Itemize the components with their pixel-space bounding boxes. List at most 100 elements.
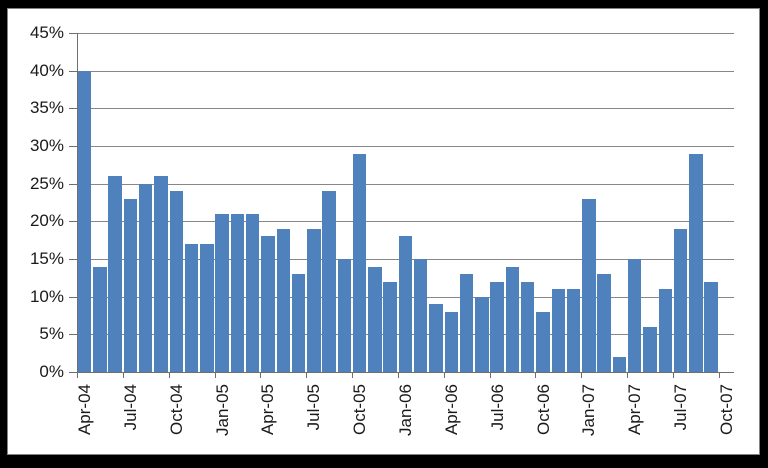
x-axis-label: Jul-07: [671, 384, 691, 431]
bar-jun-06: [475, 296, 489, 372]
y-axis-tick: [69, 184, 77, 185]
bar-oct-05: [352, 153, 367, 372]
x-axis-tick: [627, 372, 628, 378]
bar-nov-06: [551, 289, 565, 372]
x-axis-label: Jan-05: [212, 384, 232, 436]
x-axis-tick: [719, 372, 720, 378]
x-axis-label: Oct-04: [166, 384, 186, 436]
bar-feb-05: [230, 213, 245, 372]
bar-dec-06: [566, 289, 581, 372]
y-axis-label: 25%: [29, 174, 64, 193]
bar-oct-04: [169, 191, 184, 372]
bar-jul-06: [490, 281, 504, 372]
gridline: [77, 108, 734, 109]
bar-oct-06: [536, 311, 550, 372]
x-axis-label: Oct-06: [533, 384, 553, 436]
x-axis-tick: [306, 372, 307, 378]
y-axis-label: 35%: [29, 98, 64, 117]
bar-apr-04: [77, 70, 92, 372]
x-axis-tick: [490, 372, 491, 378]
bar-jul-05: [307, 228, 321, 372]
y-axis-tick: [69, 372, 77, 373]
bar-mar-07: [612, 356, 627, 372]
y-axis-tick: [69, 221, 77, 222]
bar-sep-06: [521, 281, 535, 372]
y-axis-label: 15%: [29, 249, 64, 268]
x-axis-line: [77, 372, 734, 373]
y-axis-tick: [69, 334, 77, 335]
y-axis-tick: [69, 259, 77, 260]
y-axis-label: 30%: [29, 136, 64, 155]
bar-aug-07: [689, 153, 703, 372]
bar-jan-05: [215, 213, 229, 372]
bar-mar-05: [245, 213, 260, 372]
bar-sep-04: [154, 176, 168, 372]
y-axis-label: 20%: [29, 211, 64, 230]
bar-jan-07: [582, 198, 596, 372]
x-axis-label: Apr-04: [75, 384, 95, 436]
bar-may-07: [643, 326, 657, 372]
x-axis-tick: [398, 372, 399, 378]
bar-jun-07: [658, 289, 672, 372]
x-axis-label: Jul-05: [304, 384, 324, 431]
gridline: [77, 146, 734, 147]
y-axis-label: 5%: [39, 324, 64, 343]
x-axis-tick: [581, 372, 582, 378]
y-axis-label: 10%: [29, 287, 64, 306]
x-axis-label: Oct-05: [350, 384, 370, 436]
x-axis-label: Apr-05: [258, 384, 278, 436]
bar-jul-07: [673, 228, 688, 372]
y-axis-label: 45%: [29, 23, 64, 42]
bar-dec-05: [383, 281, 397, 372]
gridline: [77, 221, 734, 222]
bar-feb-06: [414, 259, 428, 372]
y-axis-tick: [69, 33, 77, 34]
bar-may-04: [93, 266, 107, 372]
bar-nov-04: [184, 243, 199, 372]
y-axis-tick: [69, 108, 77, 109]
bar-jan-06: [398, 236, 413, 372]
x-axis-label: Jul-04: [120, 384, 140, 431]
bar-apr-06: [444, 311, 459, 372]
bar-nov-05: [368, 266, 382, 372]
bar-sep-07: [704, 281, 718, 372]
gridline: [77, 71, 734, 72]
y-axis-tick: [69, 297, 77, 298]
x-axis-tick: [77, 372, 78, 378]
x-axis-label: Jul-06: [487, 384, 507, 431]
bar-feb-07: [597, 274, 611, 372]
bar-dec-04: [200, 243, 214, 372]
y-axis-label: 40%: [29, 61, 64, 80]
x-axis-label: Apr-06: [441, 384, 461, 436]
x-axis-tick: [123, 372, 124, 378]
bar-sep-05: [337, 259, 352, 372]
gridline: [77, 184, 734, 185]
x-axis-tick: [444, 372, 445, 378]
x-axis-tick: [169, 372, 170, 378]
x-axis-tick: [352, 372, 353, 378]
y-axis-tick: [69, 146, 77, 147]
x-axis-label: Jan-07: [579, 384, 599, 436]
bar-aug-06: [505, 266, 520, 372]
x-axis-label: Apr-07: [625, 384, 645, 436]
x-axis-label: Oct-07: [716, 384, 736, 436]
bar-may-05: [276, 228, 290, 372]
bar-may-06: [459, 274, 474, 372]
x-axis-tick: [535, 372, 536, 378]
chart-area: 0% 5% 10% 15% 20% 25% 30% 35% 40% 45% Apr-04 Jul-04…: [7, 8, 760, 455]
bar-apr-07: [627, 259, 642, 372]
bar-apr-05: [261, 236, 275, 372]
x-axis-tick: [673, 372, 674, 378]
x-axis-tick: [260, 372, 261, 378]
x-axis-tick: [215, 372, 216, 378]
y-axis-tick: [69, 71, 77, 72]
gridline: [77, 33, 734, 34]
y-axis-line: [77, 33, 78, 372]
y-axis-label: 0%: [39, 362, 64, 381]
bar-aug-05: [322, 191, 336, 372]
bar-jul-04: [123, 198, 138, 372]
x-axis-label: Jan-06: [396, 384, 415, 436]
bar-aug-04: [139, 183, 153, 372]
